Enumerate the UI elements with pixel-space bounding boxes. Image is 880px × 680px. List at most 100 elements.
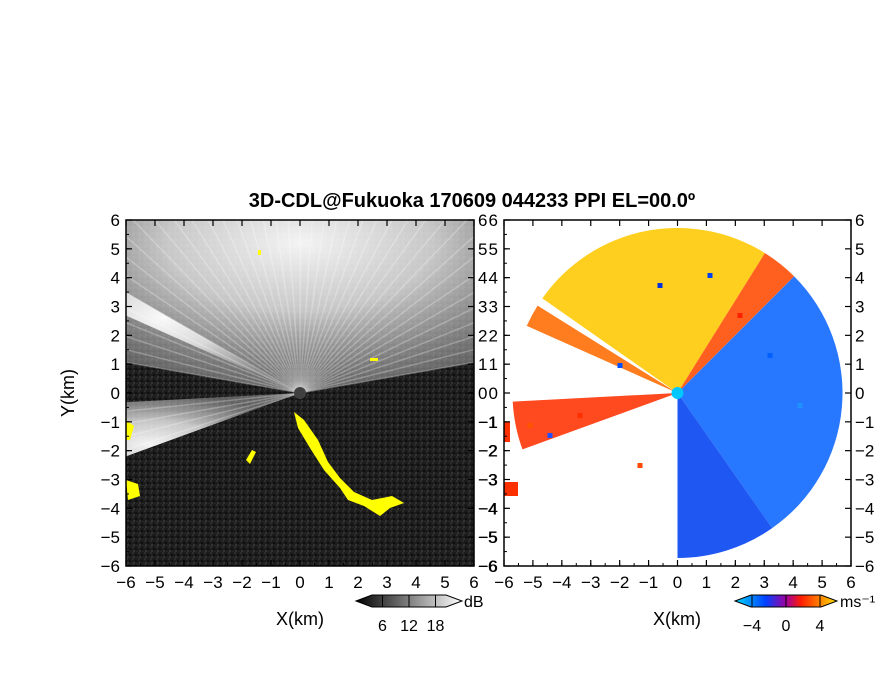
reflectivity-colorbar: 6 12 18 dB — [354, 594, 484, 635]
y-tick-label-right: 5 — [478, 240, 487, 259]
velocity-speckle — [767, 353, 773, 358]
y-tick-label: −6 — [479, 557, 498, 576]
reflectivity-ray — [299, 220, 469, 394]
y-tick-label: −5 — [479, 528, 498, 547]
velocity-speckle — [617, 363, 623, 368]
y-tick-label: 1 — [489, 355, 498, 374]
reflectivity-ray — [299, 235, 474, 394]
reflectivity-ray — [299, 321, 474, 394]
y-tick-label: −5 — [101, 528, 120, 547]
y-tick-label-right: 6 — [478, 211, 487, 230]
reflectivity-ray — [126, 392, 301, 451]
radar-site-marker — [671, 387, 684, 399]
reflectivity-ray — [207, 220, 301, 394]
y-tick-label-right: −1 — [855, 413, 874, 432]
clutter-highlight — [246, 450, 256, 464]
velocity-sector — [512, 393, 678, 450]
reflectivity-ray — [299, 220, 313, 394]
reflectivity-ray — [126, 274, 301, 394]
x-tick-label: −1 — [639, 573, 658, 592]
y-tick-label-right: 6 — [855, 211, 864, 230]
x-tick-label: 3 — [382, 573, 391, 592]
clutter-highlight — [126, 420, 134, 440]
x-tick-label: −4 — [552, 573, 571, 592]
x-tick-label: −3 — [581, 573, 600, 592]
y-tick-label: 2 — [111, 326, 120, 345]
velocity-colorbar: −4 0 4 ms⁻¹ — [733, 594, 875, 635]
x-tick-label: 2 — [353, 573, 362, 592]
velocity-edge-echo — [504, 482, 518, 496]
velocity-speckle — [637, 463, 643, 468]
reflectivity-panel: −6 −5 −4 −3 −2 −1 0 1 2 3 4 5 66 65 54 43 32 21 10 0−1 −1−2−… — [58, 211, 497, 629]
y-tick-label: −4 — [101, 499, 120, 518]
y-tick-label-right: 1 — [855, 355, 864, 374]
y-tick-label-right: 4 — [478, 269, 487, 288]
reflectivity-ray — [262, 220, 301, 394]
y-tick-label-right: −5 — [478, 528, 497, 547]
velocity-speckle — [797, 403, 803, 408]
reflectivity-ray — [126, 256, 301, 394]
x-tick-label: 5 — [817, 573, 826, 592]
colorbar-tick-label: 6 — [378, 618, 387, 635]
y-tick-label-right: −4 — [478, 499, 497, 518]
y-tick-label-right: −5 — [855, 528, 874, 547]
colorbar-tick-label: 12 — [400, 618, 418, 635]
reflectivity-ray — [126, 335, 301, 394]
y-tick-label: 3 — [111, 298, 120, 317]
reflectivity-ray — [222, 220, 301, 394]
x-tick-label: 6 — [469, 573, 478, 592]
velocity-sector — [542, 227, 765, 393]
y-tick-label-right: −2 — [855, 442, 874, 461]
reflectivity-colorbar-unit: dB — [464, 594, 484, 611]
reflectivity-sector — [126, 292, 300, 393]
y-tick-label-right: −3 — [855, 471, 874, 490]
velocity-speckle — [547, 433, 553, 438]
reflectivity-ray — [299, 220, 378, 394]
y-tick-label-right: 4 — [855, 269, 864, 288]
y-tick-label-right: 0 — [478, 384, 487, 403]
reflectivity-ray — [126, 235, 301, 394]
y-tick-label-right: −4 — [855, 499, 874, 518]
colorbar-tick-label: 18 — [427, 618, 445, 635]
x-tick-label: 4 — [411, 573, 420, 592]
x-tick-label: −4 — [174, 573, 193, 592]
y-tick-label: 3 — [489, 298, 498, 317]
y-tick-label-right: 0 — [855, 384, 864, 403]
velocity-sector — [677, 393, 773, 558]
y-tick-label-right: −6 — [855, 557, 874, 576]
reflectivity-ray — [126, 321, 301, 394]
x-tick-label: 0 — [295, 573, 304, 592]
clutter-highlight — [126, 480, 140, 500]
x-tick-label: 0 — [673, 573, 682, 592]
colorbar-tick-label: 0 — [782, 618, 791, 635]
x-tick-label: 3 — [760, 573, 769, 592]
velocity-speckle — [527, 423, 533, 428]
y-tick-label: −1 — [101, 413, 120, 432]
clutter-highlight — [258, 250, 261, 255]
reflectivity-ray — [126, 392, 301, 438]
reflectivity-ray — [299, 220, 326, 394]
y-tick-label: 5 — [489, 240, 498, 259]
velocity-panel: −6 −5 −4 −3 −2 −1 0 1 2 3 4 5 66 65 54 43 32 21 10 0−1 −1−2−… — [479, 211, 875, 629]
chart-title: 3D-CDL@Fukuoka 170609 044233 PPI EL=00.0… — [249, 190, 695, 212]
y-tick-label: 6 — [489, 211, 498, 230]
velocity-colorbar-unit: ms⁻¹ — [840, 594, 875, 611]
reflectivity-ray — [173, 220, 301, 394]
y-tick-label: −1 — [479, 413, 498, 432]
reflectivity-ray — [191, 220, 301, 394]
y-tick-label-right: 2 — [478, 326, 487, 345]
reflectivity-ray — [299, 274, 474, 394]
velocity-speckle — [707, 273, 713, 278]
y-tick-label: −2 — [479, 442, 498, 461]
colorbar-tick-label: 4 — [816, 618, 825, 635]
reflectivity-ray — [126, 291, 301, 394]
reflectivity-ray — [299, 220, 338, 394]
reflectivity-ray — [299, 307, 474, 394]
x-tick-label: 2 — [731, 573, 740, 592]
clutter-highlight — [370, 358, 378, 361]
reflectivity-ray — [126, 348, 301, 394]
x-tick-label: 1 — [324, 573, 333, 592]
y-tick-label-right: −6 — [478, 557, 497, 576]
y-tick-label-right: −1 — [478, 413, 497, 432]
